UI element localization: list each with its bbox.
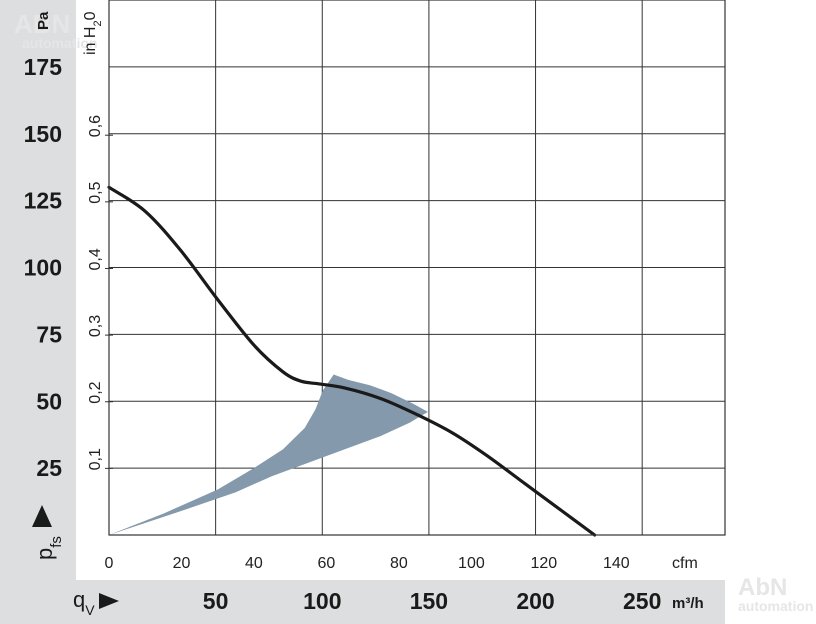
pressure-curve-line (107, 185, 597, 537)
x-secondary-tick-label: 150 (410, 588, 448, 614)
x-secondary-arrow (99, 593, 119, 609)
x-secondary-tick-label: 200 (516, 588, 554, 614)
operating-range-area (109, 374, 428, 535)
x-secondary-tick-label: 50 (203, 588, 229, 614)
y-secondary-tick-label: 0,3 (87, 315, 104, 337)
x-tick-label: 80 (390, 555, 408, 572)
plot-frame (108, 0, 726, 536)
x-axis-unit: cfm (672, 555, 698, 572)
x-tick-label: 140 (603, 555, 630, 572)
y-tick-label: 25 (36, 455, 62, 481)
x-tick-label: 60 (318, 555, 336, 572)
y-secondary-tick-label: 0,5 (87, 181, 104, 203)
y-tick-label: 125 (24, 188, 63, 214)
plot-border (108, 0, 726, 536)
y-secondary-unit: in H20 (82, 11, 104, 55)
x-tick-label: 100 (458, 555, 485, 572)
x-tick-label: 120 (530, 555, 557, 572)
x-tick-label: 40 (245, 555, 263, 572)
watermark-bottom: AbN (738, 574, 787, 601)
y-secondary-tick-label: 0,4 (87, 248, 104, 270)
grid (109, 0, 725, 535)
tick-labels: 25 50 75 100 125 150 175 0,1 0,2 0,3 0,4 0,5 0,6 0 20 4… (24, 54, 662, 614)
y-tick-label: 100 (24, 255, 62, 281)
operating-range (109, 374, 428, 535)
y-axis-unit: Pa (35, 11, 52, 30)
watermark-top: ABN (14, 9, 70, 39)
y-tick-label: 50 (36, 388, 62, 414)
x-secondary-tick-label: 250 (623, 588, 661, 614)
watermark-top-sub: automation (22, 35, 97, 51)
bottom-axis-band (0, 580, 725, 624)
watermark-bottom-sub: automation (738, 598, 813, 614)
pressure-curve (107, 185, 597, 537)
x-secondary-unit: m³/h (672, 595, 704, 612)
axis-labels: Pa in H20 pfs cfm qV m³/h (32, 11, 704, 618)
x-tick-label: 0 (105, 555, 114, 572)
x-secondary-tick-label: 100 (303, 588, 341, 614)
y-tick-label: 175 (24, 54, 63, 80)
y-tick-label: 150 (24, 121, 62, 147)
y-secondary-tick-label: 0,1 (87, 448, 104, 470)
y-secondary-tick-label: 0,6 (87, 115, 104, 137)
y-secondary-tick-label: 0,2 (87, 381, 104, 403)
y-axis-arrow (32, 505, 52, 527)
x-secondary-symbol: qV (73, 587, 95, 618)
y-axis-symbol: pfs (32, 536, 65, 560)
x-tick-label: 20 (173, 555, 191, 572)
y-tick-label: 75 (36, 321, 62, 347)
